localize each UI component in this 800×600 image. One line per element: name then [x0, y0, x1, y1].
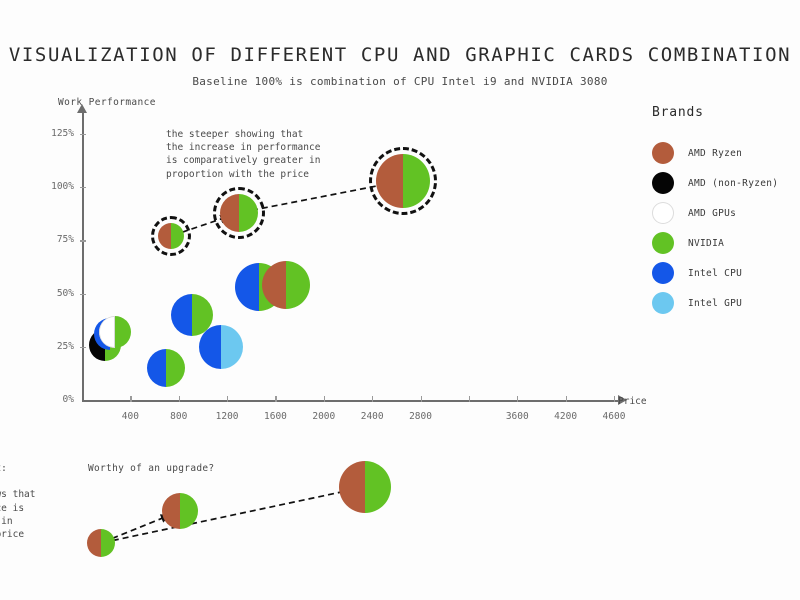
legend-item-nvidia[interactable]: NVIDIA	[652, 228, 800, 258]
y-tick-mark	[80, 293, 86, 295]
x-tick-label: 1600	[264, 411, 287, 422]
legend-item-amd-non-ryzen[interactable]: AMD (non-Ryzen)	[652, 168, 800, 198]
x-axis-title: Price	[618, 396, 647, 407]
legend-item-amd-ryzen[interactable]: AMD Ryzen	[652, 138, 800, 168]
y-tick-mark	[80, 187, 86, 189]
marker-cpu-half	[339, 461, 365, 513]
scatter-point[interactable]	[99, 315, 132, 348]
trend-arrow	[102, 487, 352, 544]
highlight-ring	[150, 216, 191, 257]
y-tick-label: 50%	[56, 287, 74, 299]
x-tick-mark	[323, 396, 325, 402]
marker-cpu-half	[261, 261, 286, 310]
x-tick-label: 3600	[505, 411, 529, 422]
x-tick-label: 2000	[312, 411, 336, 422]
y-axis-line	[82, 112, 84, 402]
x-tick-label: 2400	[360, 411, 384, 422]
legend: Brands AMD Ryzen AMD (non-Ryzen) AMD GPUs N…	[652, 105, 800, 318]
scatter-point[interactable]	[213, 186, 266, 239]
marker-gpu-half	[166, 349, 186, 388]
legend-swatch-icon	[652, 172, 674, 194]
y-tick-label: 75%	[56, 234, 74, 246]
trend-annotation: the steeper showing that the increase in…	[166, 129, 321, 180]
x-tick-mark	[420, 396, 422, 402]
marker-cpu-half	[170, 293, 192, 336]
x-tick-mark	[227, 396, 229, 402]
x-tick-mark	[178, 396, 180, 402]
legend-item-intel-cpu[interactable]: Intel CPU	[652, 258, 800, 288]
y-axis-title: Work Performance	[58, 97, 156, 108]
legend-title: Brands	[652, 105, 704, 120]
y-tick-mark	[80, 240, 86, 242]
scatter-point[interactable]	[147, 349, 186, 388]
y-tick-label: 100%	[51, 181, 74, 193]
legend-item-label: AMD (non-Ryzen)	[688, 177, 779, 189]
clipped-text-bottom-left: art: hows that ance is er in price	[0, 463, 36, 541]
y-tick-label: 125%	[51, 128, 74, 139]
y-tick-mark	[80, 346, 86, 348]
x-tick-label: 400	[121, 411, 139, 422]
x-tick-label: 4600	[602, 411, 626, 422]
x-tick-label: 800	[170, 411, 188, 422]
y-tick-label: 25%	[56, 340, 74, 352]
legend-swatch-icon	[652, 292, 674, 314]
scatter-point[interactable]	[261, 261, 310, 310]
page-subtitle: Baseline 100% is combination of CPU Inte…	[192, 75, 608, 88]
scatter-point[interactable]	[170, 293, 213, 336]
x-tick-mark	[275, 396, 277, 402]
page-title: VISUALIZATION OF DIFFERENT CPU AND GRAPH…	[8, 44, 792, 66]
legend-item-amd-gpus[interactable]: AMD GPUs	[652, 198, 800, 228]
legend-swatch-icon	[652, 232, 674, 254]
highlight-ring	[213, 186, 266, 239]
marker-cpu-half	[99, 315, 116, 348]
marker-cpu-half	[87, 529, 101, 557]
y-tick-label: 0%	[62, 394, 74, 405]
x-tick-label: 1200	[215, 411, 239, 422]
legend-item-label: Intel GPU	[688, 297, 743, 309]
bottom-scatter-point[interactable]	[162, 493, 198, 529]
x-tick-mark	[614, 396, 616, 402]
bottom-scatter-point[interactable]	[87, 529, 115, 557]
x-axis-line	[82, 400, 622, 402]
marker-cpu-half	[147, 349, 167, 388]
x-tick-mark	[517, 396, 519, 402]
y-tick-mark	[80, 134, 86, 136]
legend-swatch-icon	[652, 142, 674, 164]
x-tick-mark	[130, 396, 132, 402]
x-tick-mark	[565, 396, 567, 402]
x-axis-arrow	[618, 395, 627, 405]
marker-gpu-half	[191, 293, 213, 336]
marker-gpu-half	[285, 261, 310, 310]
marker-gpu-half	[115, 315, 132, 348]
legend-item-intel-gpu[interactable]: Intel GPU	[652, 288, 800, 318]
legend-swatch-icon	[652, 202, 674, 224]
bottom-chart-title: Worthy of an upgrade?	[88, 463, 215, 474]
marker-gpu-half	[221, 324, 244, 369]
legend-item-label: AMD Ryzen	[688, 147, 743, 159]
x-tick-label: 4200	[554, 411, 578, 422]
bottom-scatter-point[interactable]	[339, 461, 391, 513]
legend-item-label: AMD GPUs	[688, 207, 737, 219]
marker-cpu-half	[162, 493, 180, 529]
legend-swatch-icon	[652, 262, 674, 284]
x-tick-mark	[468, 396, 471, 402]
marker-gpu-half	[365, 461, 391, 513]
marker-gpu-half	[101, 529, 115, 557]
scatter-point[interactable]	[369, 146, 438, 215]
legend-item-label: NVIDIA	[688, 237, 725, 249]
marker-gpu-half	[180, 493, 198, 529]
y-axis-arrow	[77, 104, 87, 113]
scatter-point[interactable]	[150, 216, 191, 257]
x-tick-label: 2800	[409, 411, 432, 422]
x-tick-mark	[372, 396, 374, 402]
highlight-ring	[369, 146, 438, 215]
scatter-point[interactable]	[199, 324, 244, 369]
legend-item-label: Intel CPU	[688, 267, 743, 279]
marker-cpu-half	[235, 263, 260, 312]
marker-cpu-half	[199, 324, 222, 369]
